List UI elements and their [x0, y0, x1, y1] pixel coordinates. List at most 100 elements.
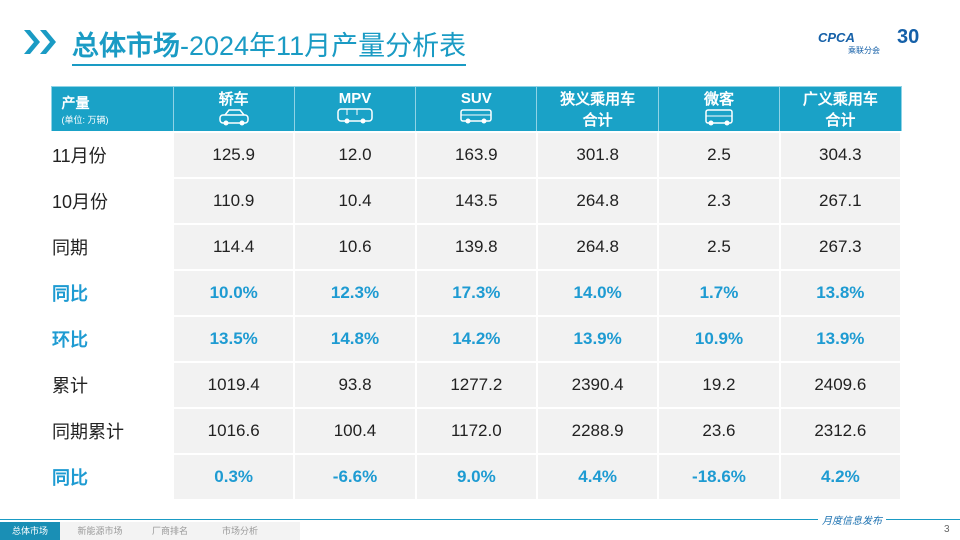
column-header: 轿车	[172, 86, 295, 133]
logo-text: CPCA	[818, 30, 855, 45]
data-cell: 2312.6	[778, 407, 903, 455]
title: 总体市场-2024年11月产量分析表	[72, 24, 467, 66]
data-cell: 10.0%	[171, 269, 296, 317]
vehicle-icon	[705, 109, 733, 126]
data-cell: 12.0	[293, 131, 417, 179]
row-label: 10月份	[50, 177, 174, 225]
footer-tab: 总体市场	[0, 522, 60, 540]
data-cell: 2390.4	[535, 361, 660, 409]
vehicle-icon	[460, 109, 493, 124]
data-cell: 14.8%	[293, 315, 417, 363]
data-cell: 12.3%	[293, 269, 417, 317]
data-cell: 23.6	[657, 407, 781, 455]
title-bold: 总体市场	[72, 31, 180, 61]
data-cell: 10.6	[293, 223, 417, 271]
data-cell: 93.8	[293, 361, 417, 409]
data-cell: 267.1	[778, 177, 903, 225]
data-cell: 163.9	[414, 131, 538, 179]
vehicle-icon	[218, 109, 249, 126]
data-cell: 4.4%	[535, 453, 660, 501]
column-header-line: 广义乘用车	[802, 91, 878, 108]
data-cell: 13.9%	[778, 315, 903, 363]
column-header: 微客	[657, 86, 781, 133]
data-cell: 13.8%	[778, 269, 903, 317]
tab-bar	[0, 522, 300, 540]
data-cell: 14.0%	[535, 269, 660, 317]
data-cell: 10.9%	[657, 315, 781, 363]
data-cell: 9.0%	[414, 453, 538, 501]
footer-tab: 新能源市场	[77, 526, 123, 536]
data-cell: 13.5%	[171, 315, 296, 363]
data-cell: 13.9%	[535, 315, 660, 363]
data-cell: 2.5	[657, 131, 781, 179]
data-cell: 19.2	[657, 361, 781, 409]
logo-sub: 乘联分会	[848, 46, 880, 55]
data-cell: 14.2%	[414, 315, 538, 363]
data-cell: 0.3%	[171, 453, 296, 501]
table-row: 环比 13.5% 14.8% 14.2% 13.9% 10.9% 13.9%	[50, 315, 903, 363]
data-cell: 301.8	[535, 131, 660, 179]
footer-tab: 市场分析	[221, 526, 258, 536]
row-label: 11月份	[50, 131, 174, 179]
data-cell: 17.3%	[414, 269, 538, 317]
data-cell: 110.9	[171, 177, 296, 225]
table-row: 10月份 110.9 10.4 143.5 264.8 2.3 267.1	[50, 177, 903, 225]
corner-unit: (单位: 万辆)	[61, 114, 109, 125]
data-cell: 4.2%	[778, 453, 903, 501]
data-cell: -18.6%	[657, 453, 781, 501]
data-cell: 1277.2	[414, 361, 538, 409]
column-header: MPV	[293, 86, 417, 133]
data-cell: 1172.0	[414, 407, 538, 455]
logo-badge: 30	[897, 26, 920, 48]
table-row: 累计 1019.4 93.8 1277.2 2390.4 19.2 2409.6	[50, 361, 903, 409]
column-header-line: 合计	[825, 112, 856, 129]
data-cell: 2288.9	[535, 407, 660, 455]
table-row: 同比 10.0% 12.3% 17.3% 14.0% 1.7% 13.8%	[50, 269, 903, 317]
data-cell: 125.9	[171, 131, 296, 179]
page-number: 3	[944, 524, 950, 535]
data-cell: 143.5	[414, 177, 538, 225]
row-label: 同比	[50, 269, 174, 317]
data-cell: 304.3	[778, 131, 903, 179]
data-cell: -6.6%	[293, 453, 417, 501]
column-header: SUV	[415, 86, 538, 133]
data-cell: 100.4	[293, 407, 417, 455]
chevron-icon	[24, 30, 56, 54]
data-cell: 2409.6	[778, 361, 903, 409]
data-cell: 267.3	[778, 223, 903, 271]
data-cell: 1.7%	[657, 269, 781, 317]
title-rest: -2024年11月产量分析表	[180, 31, 467, 61]
header-row: 产量 (单位: 万辆) 轿车 MPV SUV 狭义乘用车 合计 微客 广义乘用车合计	[50, 86, 902, 133]
footer-tab: 厂商排名	[151, 526, 188, 536]
release-label: 月度信息发布	[818, 512, 886, 527]
column-header: 狭义乘用车 合计	[536, 86, 659, 133]
corner-title: 产量	[61, 94, 90, 111]
row-label: 同期累计	[50, 407, 174, 455]
data-cell: 1019.4	[171, 361, 296, 409]
vehicle-icon	[337, 108, 373, 124]
column-header: 广义乘用车 合计	[779, 86, 902, 133]
row-label: 累计	[50, 361, 174, 409]
column-header-line: 狭义乘用车	[560, 91, 636, 108]
data-cell: 114.4	[171, 223, 296, 271]
corner-cell: 产量 (单位: 万辆)	[50, 86, 174, 133]
row-label: 同比	[50, 453, 174, 501]
row-label: 同期	[50, 223, 174, 271]
data-cell: 264.8	[535, 223, 660, 271]
row-label: 环比	[50, 315, 174, 363]
data-cell: 1016.6	[171, 407, 296, 455]
data-cell: 264.8	[535, 177, 660, 225]
column-header-line: 微客	[703, 91, 734, 108]
table-row: 同期 114.4 10.6 139.8 264.8 2.5 267.3	[50, 223, 903, 271]
table-row: 同比 0.3% -6.6% 9.0% 4.4% -18.6% 4.2%	[50, 453, 903, 501]
table-row: 11月份 125.9 12.0 163.9 301.8 2.5 304.3	[50, 131, 903, 179]
column-header-line: 轿车	[218, 91, 249, 108]
footer-line	[0, 519, 960, 520]
production-table: 产量 (单位: 万辆) 轿车 MPV SUV 狭义乘用车 合计 微客 广义乘用车合计 11月份…	[50, 86, 903, 501]
data-cell: 2.3	[657, 177, 781, 225]
table-row: 同期累计 1016.6 100.4 1172.0 2288.9 23.6 2312.6	[50, 407, 903, 455]
data-cell: 2.5	[657, 223, 781, 271]
column-header-line: SUV	[460, 90, 492, 107]
data-cell: 139.8	[414, 223, 538, 271]
